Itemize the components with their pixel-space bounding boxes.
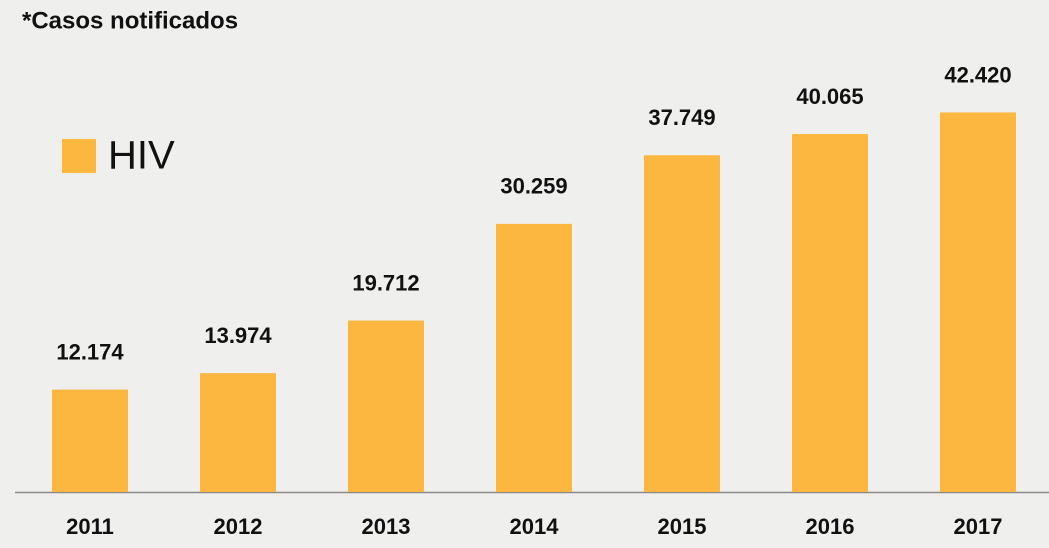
value-label: 40.065 — [796, 84, 863, 109]
chart-title: *Casos notificados — [22, 7, 238, 34]
value-label: 30.259 — [500, 174, 567, 199]
bar — [200, 373, 276, 492]
x-tick-label: 2014 — [510, 514, 560, 539]
value-label: 37.749 — [648, 105, 715, 130]
value-label: 12.174 — [56, 339, 124, 364]
value-label: 13.974 — [204, 323, 272, 348]
bar — [52, 389, 128, 492]
bar — [940, 112, 1016, 492]
x-tick-label: 2016 — [806, 514, 855, 539]
legend-label: HIV — [108, 134, 175, 178]
x-tick-label: 2011 — [66, 514, 114, 539]
bar — [792, 134, 868, 492]
x-tick-label: 2013 — [362, 514, 411, 539]
x-tick-label: 2012 — [214, 514, 263, 539]
x-tick-label: 2015 — [658, 514, 707, 539]
bar — [496, 223, 572, 492]
value-label: 19.712 — [352, 270, 419, 295]
x-tick-label: 2017 — [954, 514, 1003, 539]
bar — [348, 320, 424, 492]
legend-swatch — [62, 139, 96, 173]
bar — [644, 155, 720, 493]
value-label: 42.420 — [944, 62, 1011, 87]
